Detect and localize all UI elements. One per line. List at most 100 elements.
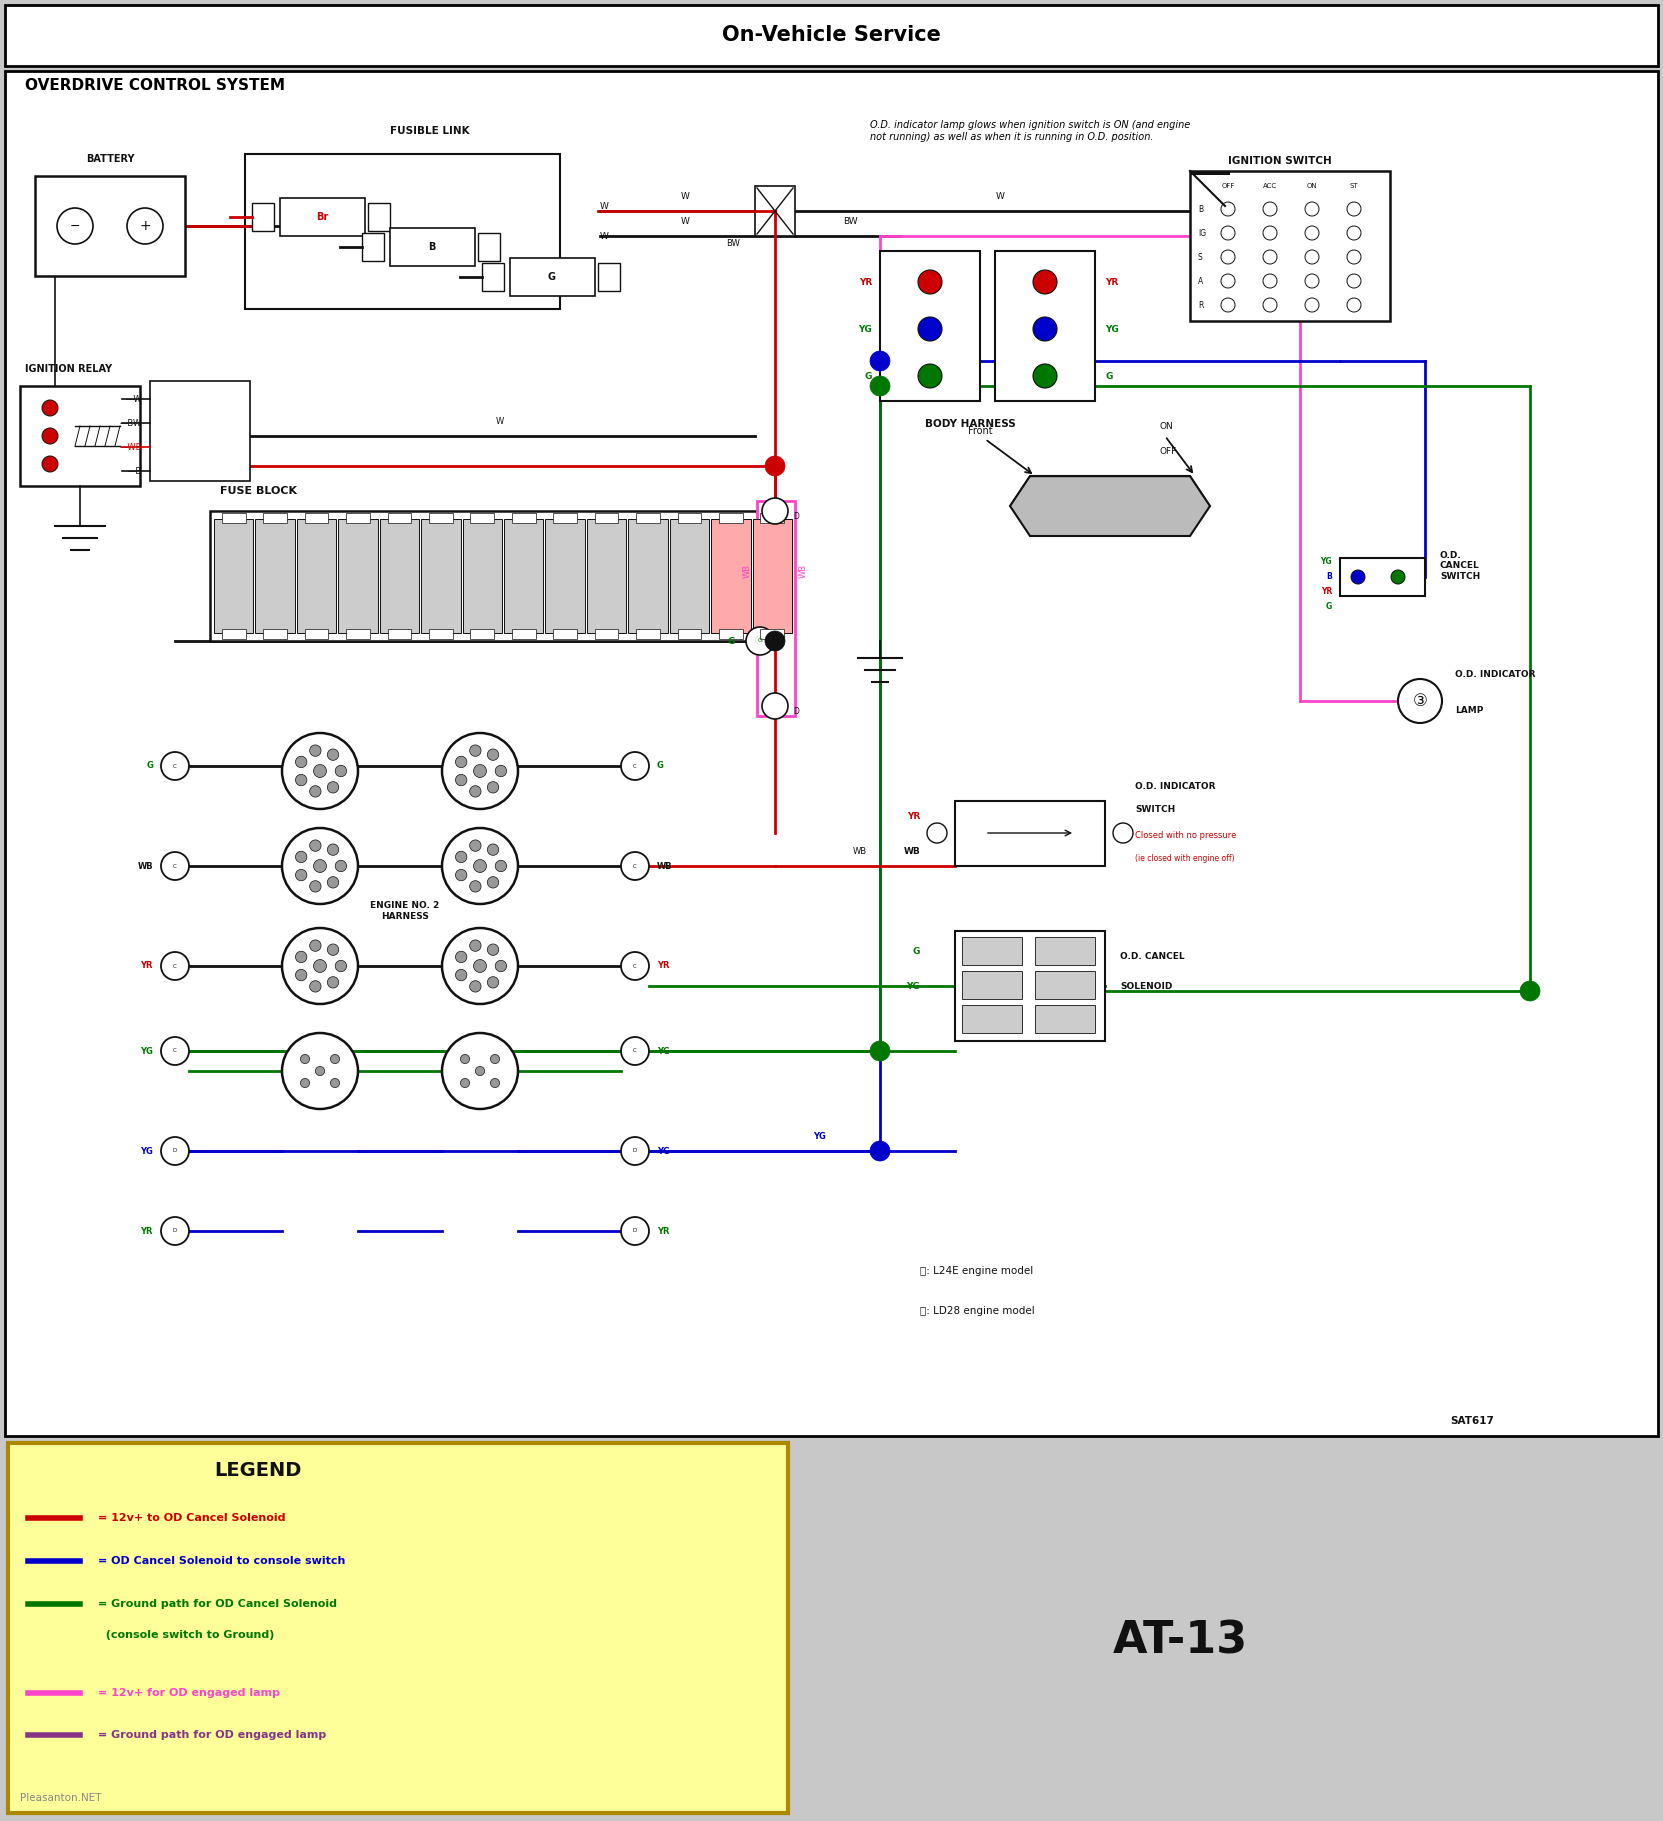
Text: AT-13: AT-13 bbox=[1113, 1619, 1247, 1663]
Circle shape bbox=[456, 756, 467, 768]
Text: YR: YR bbox=[906, 812, 920, 821]
Text: G: G bbox=[657, 761, 664, 770]
Bar bbox=[215, 519, 253, 634]
Circle shape bbox=[765, 632, 785, 650]
Circle shape bbox=[1033, 364, 1058, 388]
Circle shape bbox=[42, 401, 58, 415]
Text: YR: YR bbox=[657, 1227, 670, 1235]
Text: D: D bbox=[793, 707, 798, 716]
Circle shape bbox=[328, 976, 339, 989]
Bar bbox=[5, 71, 1658, 1437]
Circle shape bbox=[283, 929, 358, 1003]
Text: O.D. INDICATOR: O.D. INDICATOR bbox=[1136, 781, 1216, 790]
Circle shape bbox=[1305, 226, 1319, 240]
Circle shape bbox=[487, 781, 499, 792]
Text: R: R bbox=[1197, 300, 1204, 310]
Text: YG: YG bbox=[1104, 324, 1119, 333]
Circle shape bbox=[926, 823, 946, 843]
Circle shape bbox=[456, 969, 467, 982]
Bar bbox=[263, 514, 288, 523]
Circle shape bbox=[283, 734, 358, 809]
Text: W: W bbox=[600, 202, 609, 211]
Text: G: G bbox=[728, 637, 735, 645]
Bar bbox=[545, 519, 585, 634]
Bar bbox=[387, 628, 411, 639]
Circle shape bbox=[283, 1033, 358, 1109]
Circle shape bbox=[1221, 299, 1236, 311]
Circle shape bbox=[314, 860, 326, 872]
Text: YR: YR bbox=[1320, 586, 1332, 595]
Text: BW: BW bbox=[727, 239, 740, 248]
Text: C: C bbox=[173, 1049, 176, 1054]
Text: SAT617: SAT617 bbox=[1450, 1417, 1493, 1426]
Bar bbox=[244, 155, 560, 310]
Circle shape bbox=[161, 852, 190, 880]
Circle shape bbox=[762, 694, 788, 719]
Circle shape bbox=[620, 952, 649, 980]
Text: BODY HARNESS: BODY HARNESS bbox=[925, 419, 1016, 430]
Circle shape bbox=[309, 881, 321, 892]
Text: ⓖ: L24E engine model: ⓖ: L24E engine model bbox=[920, 1266, 1033, 1277]
Circle shape bbox=[918, 364, 941, 388]
Text: C: C bbox=[173, 863, 176, 869]
Bar bbox=[961, 938, 1023, 965]
Circle shape bbox=[328, 843, 339, 856]
Circle shape bbox=[461, 1054, 469, 1063]
Circle shape bbox=[496, 860, 507, 872]
Text: W: W bbox=[680, 217, 690, 226]
Text: YG: YG bbox=[140, 1147, 153, 1156]
Text: G: G bbox=[758, 639, 762, 643]
Text: YG: YG bbox=[657, 1147, 670, 1156]
Text: +: + bbox=[140, 219, 151, 233]
Circle shape bbox=[161, 752, 190, 779]
Circle shape bbox=[456, 869, 467, 881]
Circle shape bbox=[1221, 202, 1236, 217]
Circle shape bbox=[309, 982, 321, 992]
Text: Front: Front bbox=[968, 426, 993, 435]
Circle shape bbox=[762, 497, 788, 524]
Text: B: B bbox=[429, 242, 436, 251]
Circle shape bbox=[314, 960, 326, 972]
Text: = Ground path for OD Cancel Solenoid: = Ground path for OD Cancel Solenoid bbox=[98, 1599, 338, 1610]
Circle shape bbox=[1262, 249, 1277, 264]
Circle shape bbox=[469, 940, 481, 951]
Text: YG: YG bbox=[906, 982, 920, 991]
Bar bbox=[512, 628, 535, 639]
Circle shape bbox=[316, 1067, 324, 1076]
Circle shape bbox=[42, 428, 58, 444]
Bar bbox=[512, 514, 535, 523]
Circle shape bbox=[296, 869, 308, 881]
Circle shape bbox=[314, 765, 326, 778]
Circle shape bbox=[456, 850, 467, 863]
Text: —BW: —BW bbox=[120, 419, 141, 428]
Bar bbox=[363, 233, 384, 260]
Bar bbox=[379, 519, 419, 634]
Circle shape bbox=[870, 1042, 890, 1062]
Circle shape bbox=[491, 1054, 499, 1063]
Bar bbox=[994, 251, 1094, 401]
Circle shape bbox=[301, 1078, 309, 1087]
Bar bbox=[391, 228, 476, 266]
Text: G: G bbox=[913, 947, 920, 956]
Text: C: C bbox=[173, 963, 176, 969]
Bar bbox=[429, 628, 452, 639]
Circle shape bbox=[442, 1033, 517, 1109]
Text: LAMP: LAMP bbox=[1455, 707, 1483, 716]
Text: ON: ON bbox=[1161, 422, 1174, 432]
Circle shape bbox=[870, 1142, 890, 1162]
Bar bbox=[961, 971, 1023, 1000]
Text: S: S bbox=[1197, 253, 1202, 262]
Bar bbox=[279, 198, 364, 237]
Circle shape bbox=[1347, 249, 1360, 264]
Circle shape bbox=[442, 829, 517, 903]
Bar bbox=[368, 202, 391, 231]
Bar bbox=[482, 262, 504, 291]
Text: FUSIBLE LINK: FUSIBLE LINK bbox=[391, 126, 471, 137]
Circle shape bbox=[1262, 273, 1277, 288]
Circle shape bbox=[870, 351, 890, 371]
Circle shape bbox=[1350, 570, 1365, 585]
Bar bbox=[421, 519, 461, 634]
Text: G: G bbox=[1104, 371, 1113, 381]
Bar bbox=[637, 514, 660, 523]
Text: BW: BW bbox=[843, 217, 858, 226]
